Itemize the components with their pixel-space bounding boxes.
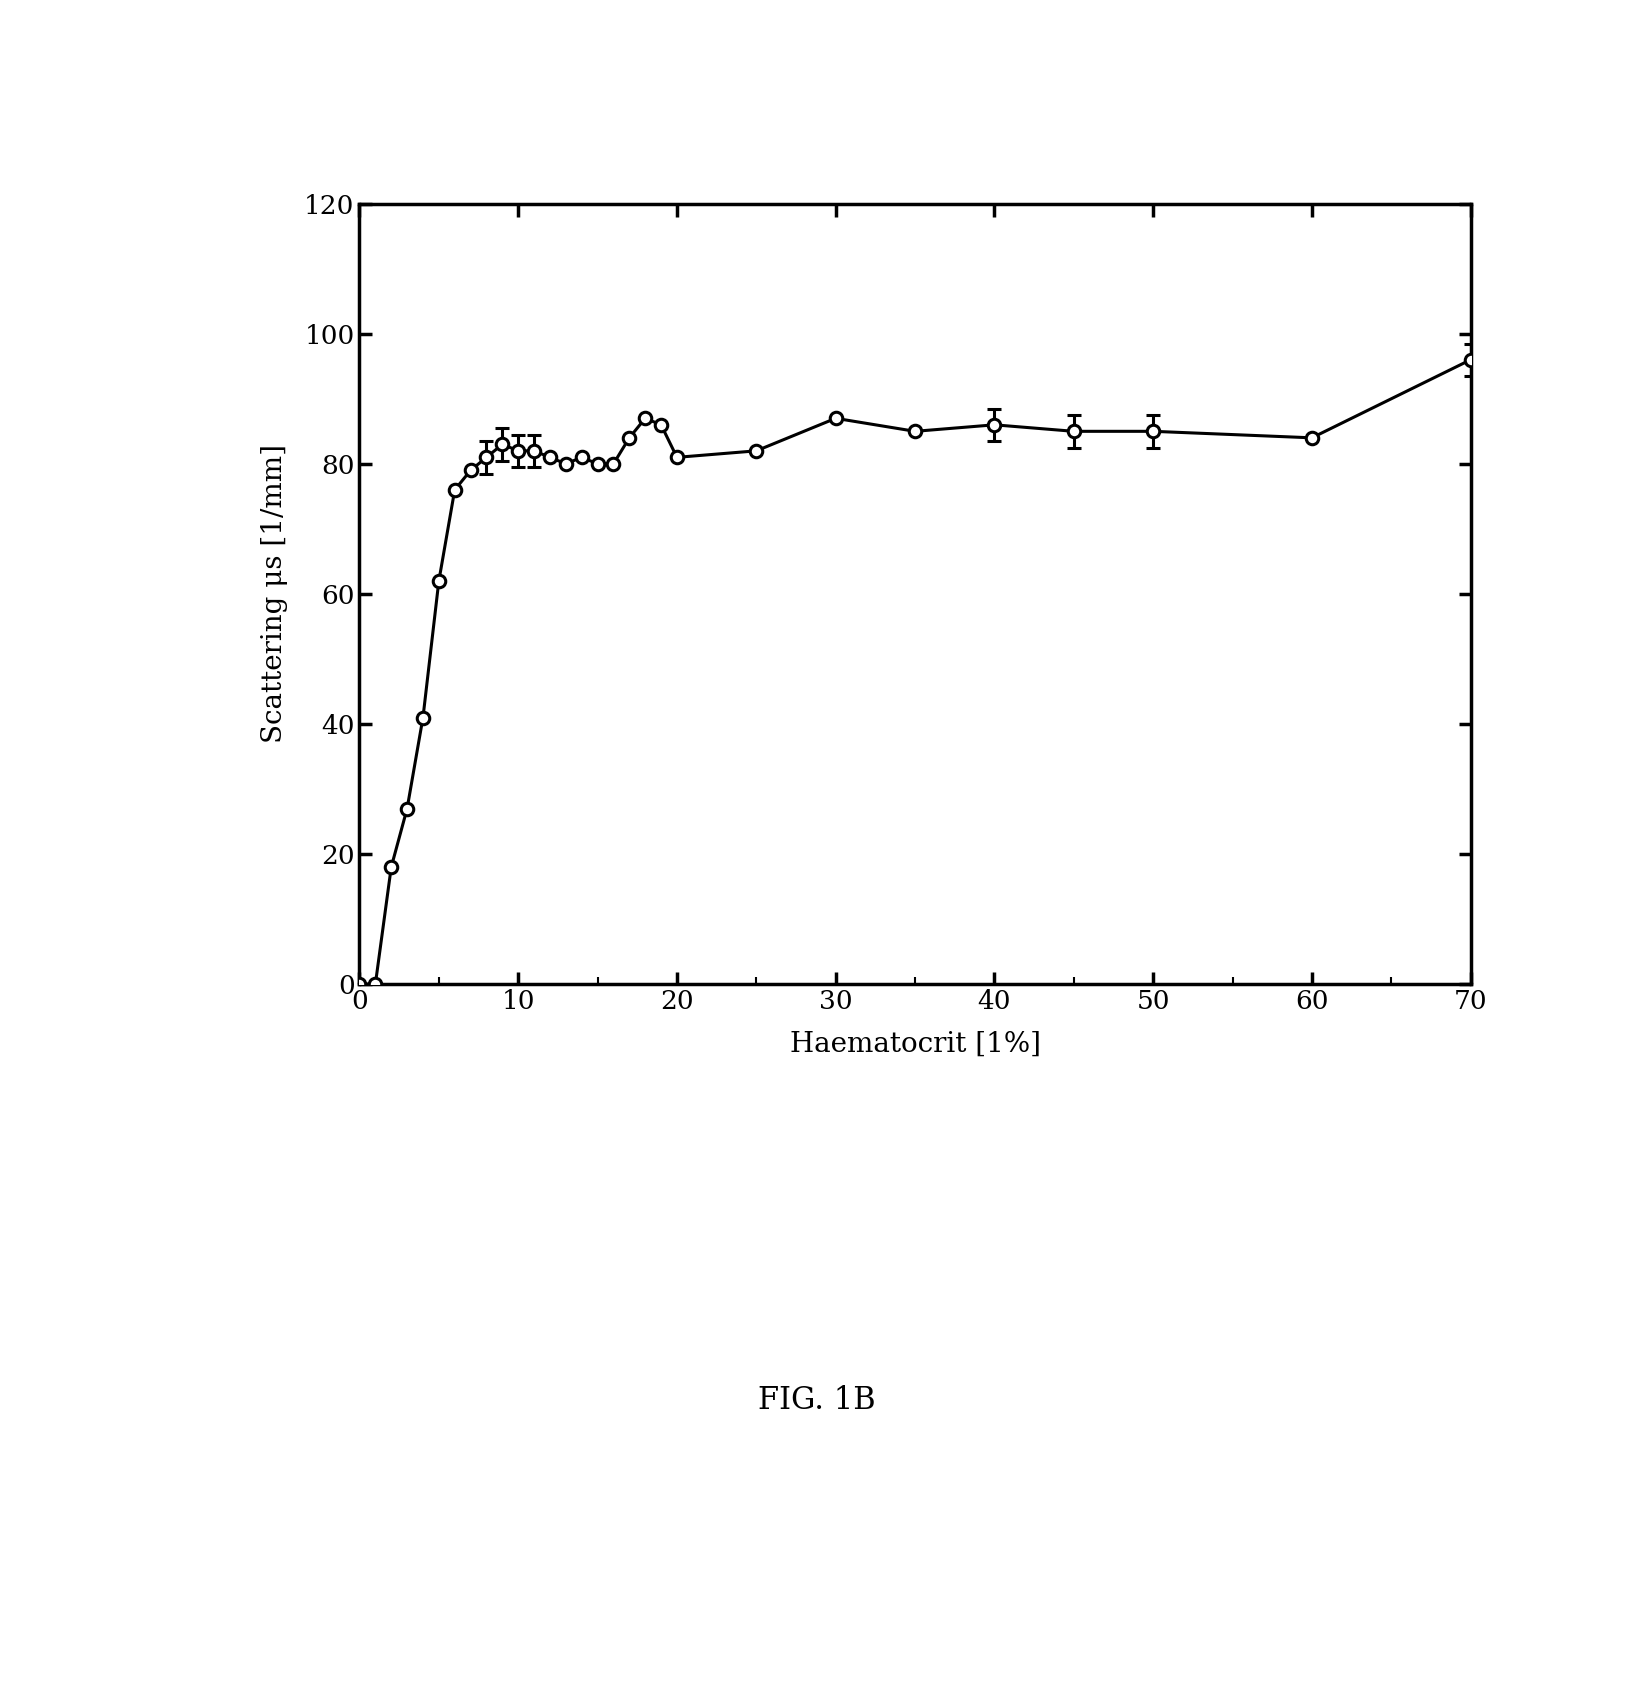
Text: FIG. 1B: FIG. 1B — [758, 1385, 876, 1415]
X-axis label: Haematocrit [1%]: Haematocrit [1%] — [789, 1030, 1041, 1057]
Y-axis label: Scattering μs [1/mm]: Scattering μs [1/mm] — [260, 445, 288, 743]
